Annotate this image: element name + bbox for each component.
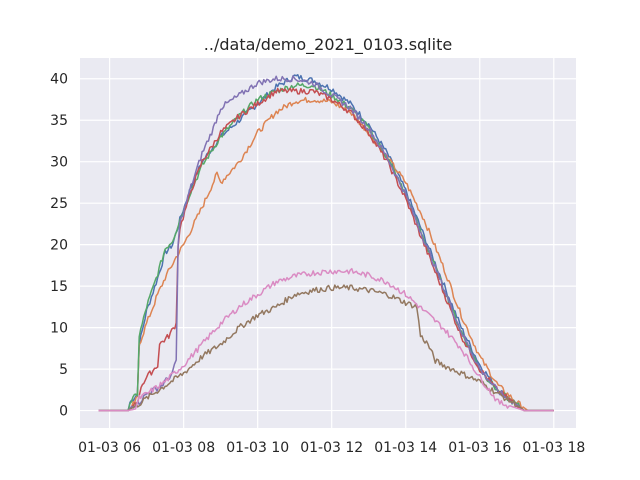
x-tick-labels: 01-03 06 01-03 08 01-03 10 01-03 12 01-03 14… [78,440,585,456]
y-tick-label: 20 [50,238,68,254]
x-tick-label: 01-03 12 [300,440,363,456]
series-line-2 [98,96,554,412]
series-line-4 [98,87,554,412]
series-line-7 [98,267,554,412]
y-tick-labels: 0 5 10 15 20 25 30 35 40 [50,72,68,420]
y-tick-label: 10 [50,321,68,337]
y-tick-label: 15 [50,279,68,295]
x-tick-label: 01-03 14 [374,440,437,456]
y-tick-label: 30 [50,155,68,171]
x-tick-label: 01-03 10 [226,440,289,456]
plot-background [80,58,576,428]
y-tick-label: 25 [50,196,68,212]
x-tick-label: 01-03 16 [448,440,511,456]
x-tick-label: 01-03 06 [78,440,141,456]
y-tick-label: 5 [59,362,68,378]
chart-title: ../data/demo_2021_0103.sqlite [204,35,452,55]
y-tick-label: 35 [50,113,68,129]
series-line-6 [98,284,554,412]
x-tick-label: 01-03 08 [152,440,215,456]
y-tick-label: 40 [50,72,68,88]
x-tick-label: 01-03 18 [522,440,585,456]
series-lines [98,74,554,412]
series-line-5 [98,75,554,412]
y-tick-label: 0 [59,404,68,420]
